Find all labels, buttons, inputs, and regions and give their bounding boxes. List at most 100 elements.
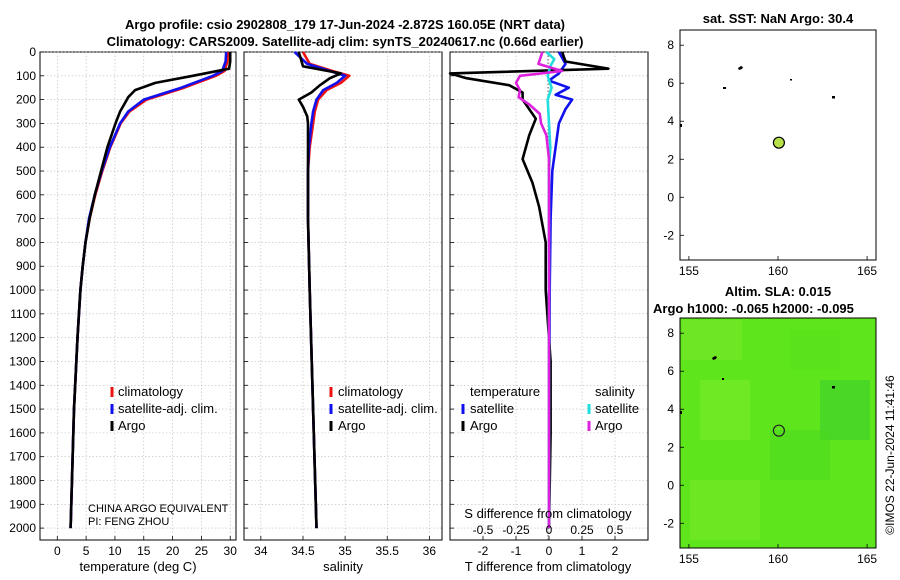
salinity-ticks: 34 34.5 35 35.5 36 <box>244 51 437 558</box>
legend-title-salinity: salinity <box>595 384 635 399</box>
top-x-tick-label: 0.5 <box>607 523 624 537</box>
argo-float-marker <box>772 136 785 149</box>
difference-xlabel: T difference from climatology <box>465 559 632 574</box>
depth-tick-label: 1400 <box>9 378 36 392</box>
legend-label-satellite-adj: satellite-adj. clim. <box>118 401 218 416</box>
x-tick-label: 1 <box>579 544 586 558</box>
figure-title-line1: Argo profile: csio 2902808_179 17-Jun-20… <box>125 17 565 32</box>
difference-top-xlabel: S difference from climatology <box>464 506 632 521</box>
argo-float-marker <box>772 424 785 437</box>
depth-tick-label: 300 <box>16 116 36 130</box>
temperature-legend: climatology satellite-adj. clim. Argo <box>110 384 218 433</box>
x-tick-label: 34 <box>254 544 268 558</box>
x-tick-label: -2 <box>478 544 489 558</box>
x-tick-label: 25 <box>195 544 209 558</box>
sst-map-marker-layer <box>772 136 785 149</box>
x-tick-label: 0 <box>546 544 553 558</box>
top-x-tick-label: -0.25 <box>502 523 530 537</box>
map-lat-tick-label: 4 <box>667 402 674 416</box>
island-shape <box>680 124 682 127</box>
salinity-xlabel: salinity <box>323 559 363 574</box>
x-tick-label: 2 <box>612 544 619 558</box>
legend-label-argo: Argo <box>338 418 365 433</box>
sla-patch <box>682 320 742 360</box>
legend-label-temp-argo: Argo <box>470 418 497 433</box>
depth-tick-label: 2000 <box>9 521 36 535</box>
sla-map-islands <box>680 356 835 414</box>
imos-credit: ©IMOS 22-Jun-2024 11:41:46 <box>883 375 897 535</box>
legend-label-sal-satellite: satellite <box>595 401 639 416</box>
map-lon-tick-label: 160 <box>768 264 788 278</box>
map-lat-tick-label: 8 <box>667 326 674 340</box>
depth-tick-label: 700 <box>16 212 36 226</box>
depth-tick-label: 1200 <box>9 331 36 345</box>
sst-map-panel: sat. SST: NaN Argo: 30.4 155 160 165 -2 0 2 4 6… <box>663 11 877 278</box>
island-shape <box>680 411 682 414</box>
legend-label-climatology: climatology <box>118 384 184 399</box>
legend-label-sal-argo: Argo <box>595 418 622 433</box>
map-lat-tick-label: 2 <box>667 440 674 454</box>
sst-map-title: sat. SST: NaN Argo: 30.4 <box>703 11 854 26</box>
salinity-legend: climatology satellite-adj. clim. Argo <box>329 384 438 433</box>
annotation-pi: PI: FENG ZHOU <box>88 516 169 528</box>
x-tick-label: 0 <box>54 544 61 558</box>
sla-patch <box>770 430 830 480</box>
depth-tick-label: 100 <box>16 69 36 83</box>
top-x-tick-label: 0.25 <box>570 523 594 537</box>
depth-tick-label: 400 <box>16 140 36 154</box>
island-shape <box>712 356 717 360</box>
map-lat-tick-label: 6 <box>667 364 674 378</box>
top-x-tick-label: 0 <box>546 523 553 537</box>
x-tick-label: 36 <box>423 544 437 558</box>
sla-patch <box>820 380 870 440</box>
x-tick-label: -1 <box>511 544 522 558</box>
x-tick-label: 15 <box>137 544 151 558</box>
figure-title-line2: Climatology: CARS2009. Satellite-adj cli… <box>107 34 584 49</box>
difference-series <box>448 51 610 529</box>
sst-map-ticks: 155 160 165 -2 0 2 4 6 8 <box>663 38 877 278</box>
x-tick-label: 34.5 <box>291 544 315 558</box>
legend-label-temp-satellite: satellite <box>470 401 514 416</box>
map-lat-tick-label: 4 <box>667 114 674 128</box>
series-line-salinity-argo <box>514 51 564 529</box>
x-tick-label: 35 <box>338 544 352 558</box>
top-x-tick-label: -0.5 <box>473 523 494 537</box>
depth-tick-label: 1300 <box>9 354 36 368</box>
map-lat-tick-label: 6 <box>667 76 674 90</box>
annotation-program: CHINA ARGO EQUIVALENT <box>88 503 229 515</box>
depth-tick-label: 200 <box>16 93 36 107</box>
x-tick-label: 5 <box>83 544 90 558</box>
depth-tick-label: 1900 <box>9 497 36 511</box>
salinity-panel: 34 34.5 35 35.5 36 salinity climatology sate… <box>243 51 443 574</box>
sla-patch <box>690 480 760 540</box>
x-tick-label: 30 <box>224 544 238 558</box>
series-line-argo <box>69 52 232 529</box>
difference-panel: -2 -1 0 1 2 -0.5 -0.25 0 0.25 0.5 S difference fr… <box>448 51 649 574</box>
salinity-series <box>293 51 351 529</box>
difference-legend: temperature salinity satellite Argo sate… <box>461 384 639 433</box>
x-tick-label: 35.5 <box>376 544 400 558</box>
sla-map-marker-layer <box>772 424 785 437</box>
map-lat-tick-label: 0 <box>667 478 674 492</box>
sla-map-patches <box>682 320 870 540</box>
island-shape <box>722 378 724 380</box>
map-lat-tick-label: 8 <box>667 38 674 52</box>
depth-tick-label: 500 <box>16 164 36 178</box>
map-lat-tick-label: -2 <box>663 516 674 530</box>
sst-map-islands <box>680 66 835 127</box>
island-shape <box>832 96 835 99</box>
salinity-grid <box>244 51 442 540</box>
sla-patch <box>790 330 840 370</box>
depth-tick-label: 1800 <box>9 473 36 487</box>
series-line-temperature-argo <box>448 51 610 529</box>
difference-ticks: -2 -1 0 1 2 -0.5 -0.25 0 0.25 0.5 <box>450 51 624 558</box>
temperature-xlabel: temperature (deg C) <box>79 559 196 574</box>
map-lat-tick-label: 2 <box>667 152 674 166</box>
depth-tick-label: 1600 <box>9 426 36 440</box>
map-lon-tick-label: 155 <box>679 552 699 566</box>
depth-tick-label: 1100 <box>10 307 36 321</box>
series-line-argo <box>297 51 343 529</box>
temperature-ticks: 0100200300400500600700800900100011001200… <box>9 45 237 558</box>
salinity-axes-box <box>243 51 443 541</box>
